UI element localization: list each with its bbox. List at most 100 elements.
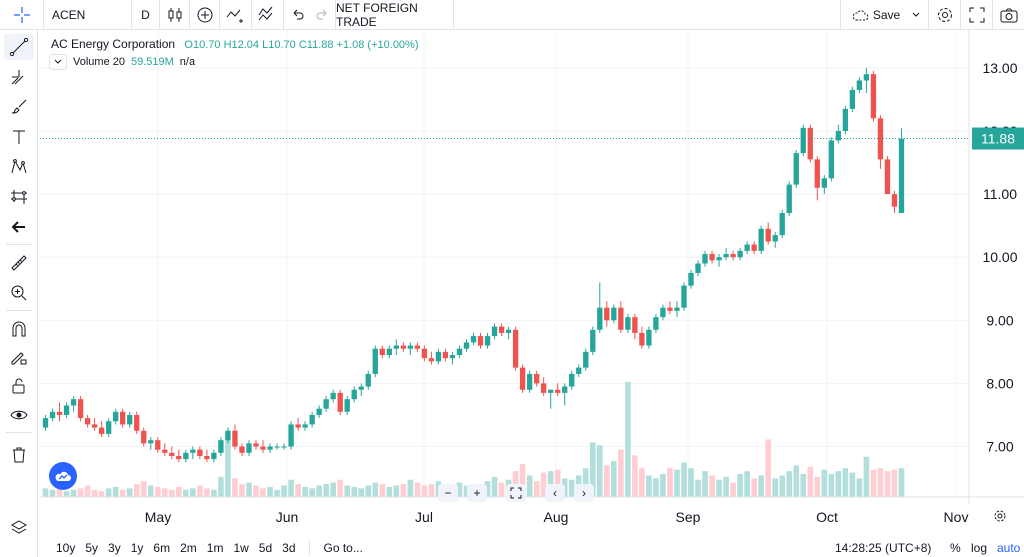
scroll-right-button[interactable]: › <box>574 484 594 502</box>
candle-body <box>295 424 301 428</box>
volume-legend: Volume 20 59.519M n/a <box>49 54 195 70</box>
compare-button[interactable] <box>190 0 220 30</box>
collapse-legend-button[interactable] <box>49 54 67 70</box>
pencil-lock-icon <box>11 352 27 365</box>
range-3d[interactable]: 3d <box>282 540 296 555</box>
trend-line-tool[interactable] <box>4 34 34 60</box>
candle-body <box>548 389 554 393</box>
magnet-tool[interactable] <box>4 316 34 342</box>
prediction-tool[interactable] <box>4 184 34 210</box>
reset-chart-button[interactable] <box>506 484 526 502</box>
candle-body <box>583 351 589 368</box>
current-price-tag: 11.88 <box>972 127 1024 150</box>
hide-toolbar-button[interactable] <box>4 214 34 240</box>
candle-body <box>723 254 729 258</box>
volume-bar <box>344 485 351 497</box>
volume-bar <box>330 482 336 497</box>
bottom-divider <box>308 540 310 555</box>
volume-na: n/a <box>179 56 196 68</box>
fullscreen-button[interactable] <box>960 0 992 30</box>
auto-scale-toggle[interactable]: auto <box>997 540 1021 555</box>
undo-button[interactable] <box>284 0 310 30</box>
volume-bar <box>168 489 175 497</box>
symbol-search-button[interactable]: ACEN <box>44 0 132 30</box>
time-axis: May Jun Jul Aug Sep Oct Nov <box>145 509 969 525</box>
candle-body <box>498 326 505 333</box>
candle-body <box>281 446 287 448</box>
zoom-in-button[interactable]: + <box>467 484 487 502</box>
measure-tool[interactable] <box>4 250 34 276</box>
volume-bar <box>56 486 63 497</box>
redo-button[interactable] <box>310 0 336 30</box>
templates-button[interactable] <box>252 0 284 30</box>
price-tick-label: 10.00 <box>982 249 1017 265</box>
save-button[interactable]: Save <box>840 0 910 30</box>
fib-tool[interactable] <box>4 64 34 90</box>
candle-body <box>814 159 820 188</box>
volume-bar <box>639 468 645 497</box>
hide-drawings-tool[interactable] <box>4 402 34 428</box>
range-3y[interactable]: 3y <box>108 540 121 555</box>
lock-drawings-tool[interactable] <box>4 373 34 399</box>
range-5d[interactable]: 5d <box>258 540 273 555</box>
pattern-tool[interactable] <box>4 154 34 180</box>
volume-bar <box>737 474 743 497</box>
arrow-left-icon <box>11 221 25 233</box>
brush-tool[interactable] <box>4 94 34 120</box>
interval-button[interactable]: D <box>132 0 160 30</box>
time-tick-label: Oct <box>816 509 838 525</box>
candle-body <box>351 389 357 400</box>
goto-date-button[interactable]: Go to... <box>323 540 363 555</box>
candle-body <box>323 399 329 409</box>
range-1y[interactable]: 1y <box>130 540 144 555</box>
candle-body <box>204 455 210 460</box>
low-value: L10.70 <box>262 39 296 51</box>
chevron-down-icon <box>912 12 920 17</box>
clock-timezone[interactable]: 14:28:25 (UTC+8) <box>835 540 932 555</box>
bottom-toolbar: 10y 5y 3y 1y 6m 2m 1m 1w 5d 3d Go to... … <box>39 538 1024 557</box>
volume-bar <box>688 468 694 497</box>
zoom-out-button[interactable]: − <box>438 484 458 502</box>
range-1m[interactable]: 1m <box>206 540 224 555</box>
range-2m[interactable]: 2m <box>180 540 197 555</box>
volume-bar <box>765 439 771 497</box>
candle-body <box>414 345 421 349</box>
volume-bar <box>611 461 617 497</box>
open-value: O10.70 <box>184 39 221 51</box>
range-10y[interactable]: 10y <box>56 540 76 555</box>
settings-button[interactable] <box>928 0 960 30</box>
volume-bar <box>70 489 77 497</box>
crosshair-tool-button[interactable] <box>0 0 44 30</box>
indicators-icon <box>226 9 243 23</box>
stay-drawing-tool[interactable] <box>4 344 34 370</box>
zoom-tool[interactable] <box>4 280 34 306</box>
volume-bar <box>393 485 400 497</box>
indicators-button[interactable] <box>220 0 252 30</box>
remove-drawings-tool[interactable] <box>4 442 34 468</box>
log-toggle[interactable]: log <box>971 540 988 555</box>
chart-type-button[interactable] <box>160 0 190 30</box>
brand-logo[interactable] <box>49 462 77 490</box>
range-6m[interactable]: 6m <box>153 540 171 555</box>
volume-bar <box>190 488 196 497</box>
object-tree-button[interactable] <box>4 515 34 541</box>
save-menu-button[interactable] <box>910 0 922 30</box>
volume-bar <box>463 485 470 497</box>
top-right-controls: Save <box>840 0 1024 30</box>
percent-toggle[interactable]: % <box>950 540 961 555</box>
chevron-right-icon: › <box>582 486 586 500</box>
range-1w[interactable]: 1w <box>233 540 249 555</box>
range-5y[interactable]: 5y <box>85 540 99 555</box>
candle-body <box>435 351 442 362</box>
axis-settings-button[interactable] <box>988 505 1012 527</box>
screenshot-button[interactable] <box>992 0 1024 30</box>
indicator-name-button[interactable]: NET FOREIGN TRADE <box>336 0 454 30</box>
eye-icon <box>10 410 28 420</box>
candle-body <box>540 383 547 393</box>
volume-bar <box>898 468 905 497</box>
text-tool[interactable] <box>4 124 34 150</box>
trash-icon <box>13 447 25 463</box>
candle-body <box>105 421 112 434</box>
scroll-left-button[interactable]: ‹ <box>545 484 565 502</box>
